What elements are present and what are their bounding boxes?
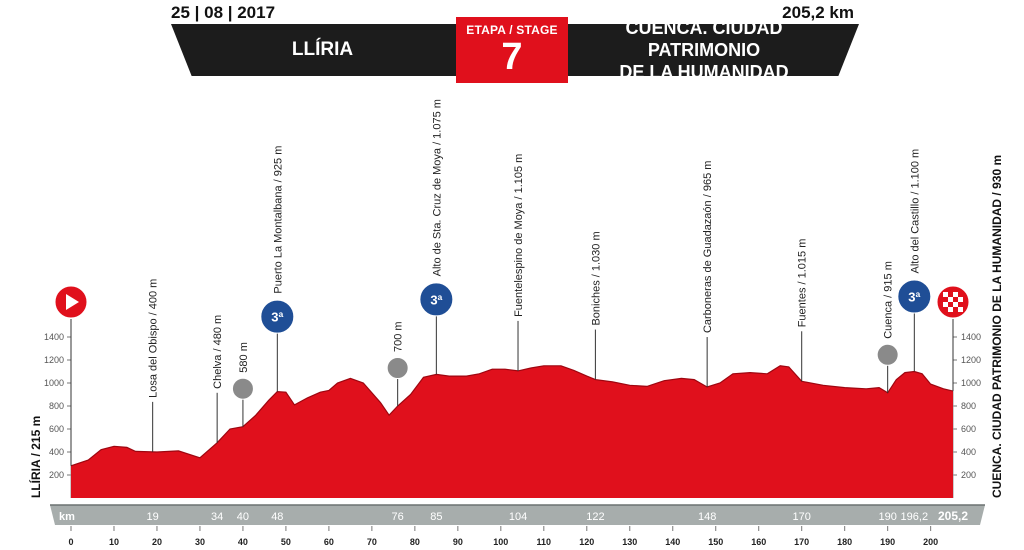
marker-km-label: 122	[586, 511, 604, 523]
marker-label: Losa del Obispo / 400 m	[148, 279, 160, 398]
y-tick-label-right: 400	[961, 447, 976, 457]
marker-km-label: 104	[509, 511, 527, 523]
marker-label: Cuenca / 915 m	[883, 261, 895, 339]
x-tick-label: 120	[579, 537, 594, 547]
sprint-badge-icon	[385, 356, 410, 380]
checker-square	[953, 302, 958, 307]
checker-square	[958, 297, 963, 302]
y-tick-label-left: 600	[49, 424, 64, 434]
x-tick-label: 40	[238, 537, 248, 547]
marker-km-label: 40	[237, 511, 249, 523]
marker-km-label: 205,2	[938, 509, 968, 523]
marker-km-label: 170	[793, 511, 811, 523]
checker-square	[948, 307, 953, 312]
stage-number: 7	[501, 36, 523, 78]
checker-square	[948, 297, 953, 302]
x-tick-label: 140	[665, 537, 680, 547]
sprint-badge-icon	[230, 376, 255, 401]
x-tick-label: 80	[410, 537, 420, 547]
stage-badge: ETAPA / STAGE 7	[456, 17, 568, 83]
marker-km-label: 19	[147, 511, 159, 523]
finish-town-line2: DE LA HUMANIDAD	[619, 62, 789, 82]
finish-town: CUENCA. CIUDAD PATRIMONIO DE LA HUMANIDA…	[568, 18, 840, 82]
x-tick-label: 130	[622, 537, 637, 547]
y-tick-label-right: 600	[961, 424, 976, 434]
x-tick-label: 60	[324, 537, 334, 547]
x-tick-label: 90	[453, 537, 463, 547]
x-tick-label: 110	[537, 537, 552, 547]
marker-label: Fuentes / 1.015 m	[797, 239, 809, 328]
x-tick-label: 100	[493, 537, 508, 547]
y-tick-label-right: 800	[961, 401, 976, 411]
km-band	[50, 505, 985, 525]
finish-elevation-label: CUENCA. CIUDAD PATRIMONIO DE LA HUMANIDA…	[990, 155, 1004, 498]
marker-label: Carboneras de Guadazaón / 965 m	[702, 161, 714, 333]
x-tick-label: 190	[880, 537, 895, 547]
marker-label: Alto de Sta. Cruz de Moya / 1.075 m	[431, 99, 443, 276]
y-tick-label-left: 800	[49, 401, 64, 411]
checker-square	[958, 307, 963, 312]
stage-distance: 205,2 km	[782, 3, 854, 22]
x-tick-label: 0	[68, 537, 73, 547]
marker-km-label: 190	[878, 511, 896, 523]
stage-date: 25 | 08 | 2017	[171, 3, 276, 22]
marker-label: 700 m	[393, 321, 405, 352]
x-tick-label: 180	[837, 537, 852, 547]
x-tick-label: 160	[751, 537, 766, 547]
marker-label: 580 m	[238, 342, 250, 373]
x-tick-label: 50	[281, 537, 291, 547]
y-tick-label-left: 1200	[44, 355, 64, 365]
marker-label: Boniches / 1.030 m	[590, 231, 602, 325]
marker-km-label: 76	[392, 511, 404, 523]
finish-town-line1: CUENCA. CIUDAD PATRIMONIO	[625, 18, 783, 60]
marker-label: Chelva / 480 m	[212, 315, 224, 389]
x-tick-label: 200	[923, 537, 938, 547]
checker-square	[953, 292, 958, 297]
start-elevation-label: LLÍRIA / 215 m	[28, 416, 43, 498]
marker-km-label: 34	[211, 511, 223, 523]
km-band-label: km	[59, 511, 75, 523]
sprint-badge-icon	[875, 342, 900, 367]
checker-square	[943, 292, 948, 297]
climb-category-label: 3ª	[271, 310, 283, 325]
x-tick-label: 70	[367, 537, 377, 547]
climb-category-label: 3ª	[430, 292, 442, 307]
marker-label: Fuentelespino de Moya / 1.105 m	[513, 154, 525, 317]
marker-km-label: 196,2	[901, 511, 929, 523]
marker-km-label: 148	[698, 511, 716, 523]
x-tick-label: 170	[794, 537, 809, 547]
marker-km-label: 85	[430, 511, 442, 523]
stage-label: ETAPA / STAGE	[466, 23, 558, 37]
y-tick-label-right: 200	[961, 470, 976, 480]
climb-category-label: 3ª	[908, 290, 920, 305]
y-tick-label-left: 1400	[44, 332, 64, 342]
y-tick-label-left: 400	[49, 447, 64, 457]
y-tick-label-right: 1400	[961, 332, 981, 342]
elevation-area	[71, 365, 953, 498]
start-arrow-icon	[66, 294, 79, 310]
start-town: LLÍRIA	[291, 39, 354, 60]
x-tick-label: 10	[109, 537, 119, 547]
y-tick-label-left: 1000	[44, 378, 64, 388]
x-tick-label: 30	[195, 537, 205, 547]
marker-label: Alto del Castillo / 1.100 m	[909, 149, 921, 274]
checker-square	[943, 302, 948, 307]
marker-km-label: 48	[271, 511, 283, 523]
y-tick-label-right: 1200	[961, 355, 981, 365]
finish-checker-icon	[943, 292, 963, 312]
x-tick-label: 150	[708, 537, 723, 547]
x-tick-label: 20	[152, 537, 162, 547]
y-tick-label-right: 1000	[961, 378, 981, 388]
y-tick-label-left: 200	[49, 470, 64, 480]
marker-label: Puerto La Montalbana / 925 m	[272, 146, 284, 294]
